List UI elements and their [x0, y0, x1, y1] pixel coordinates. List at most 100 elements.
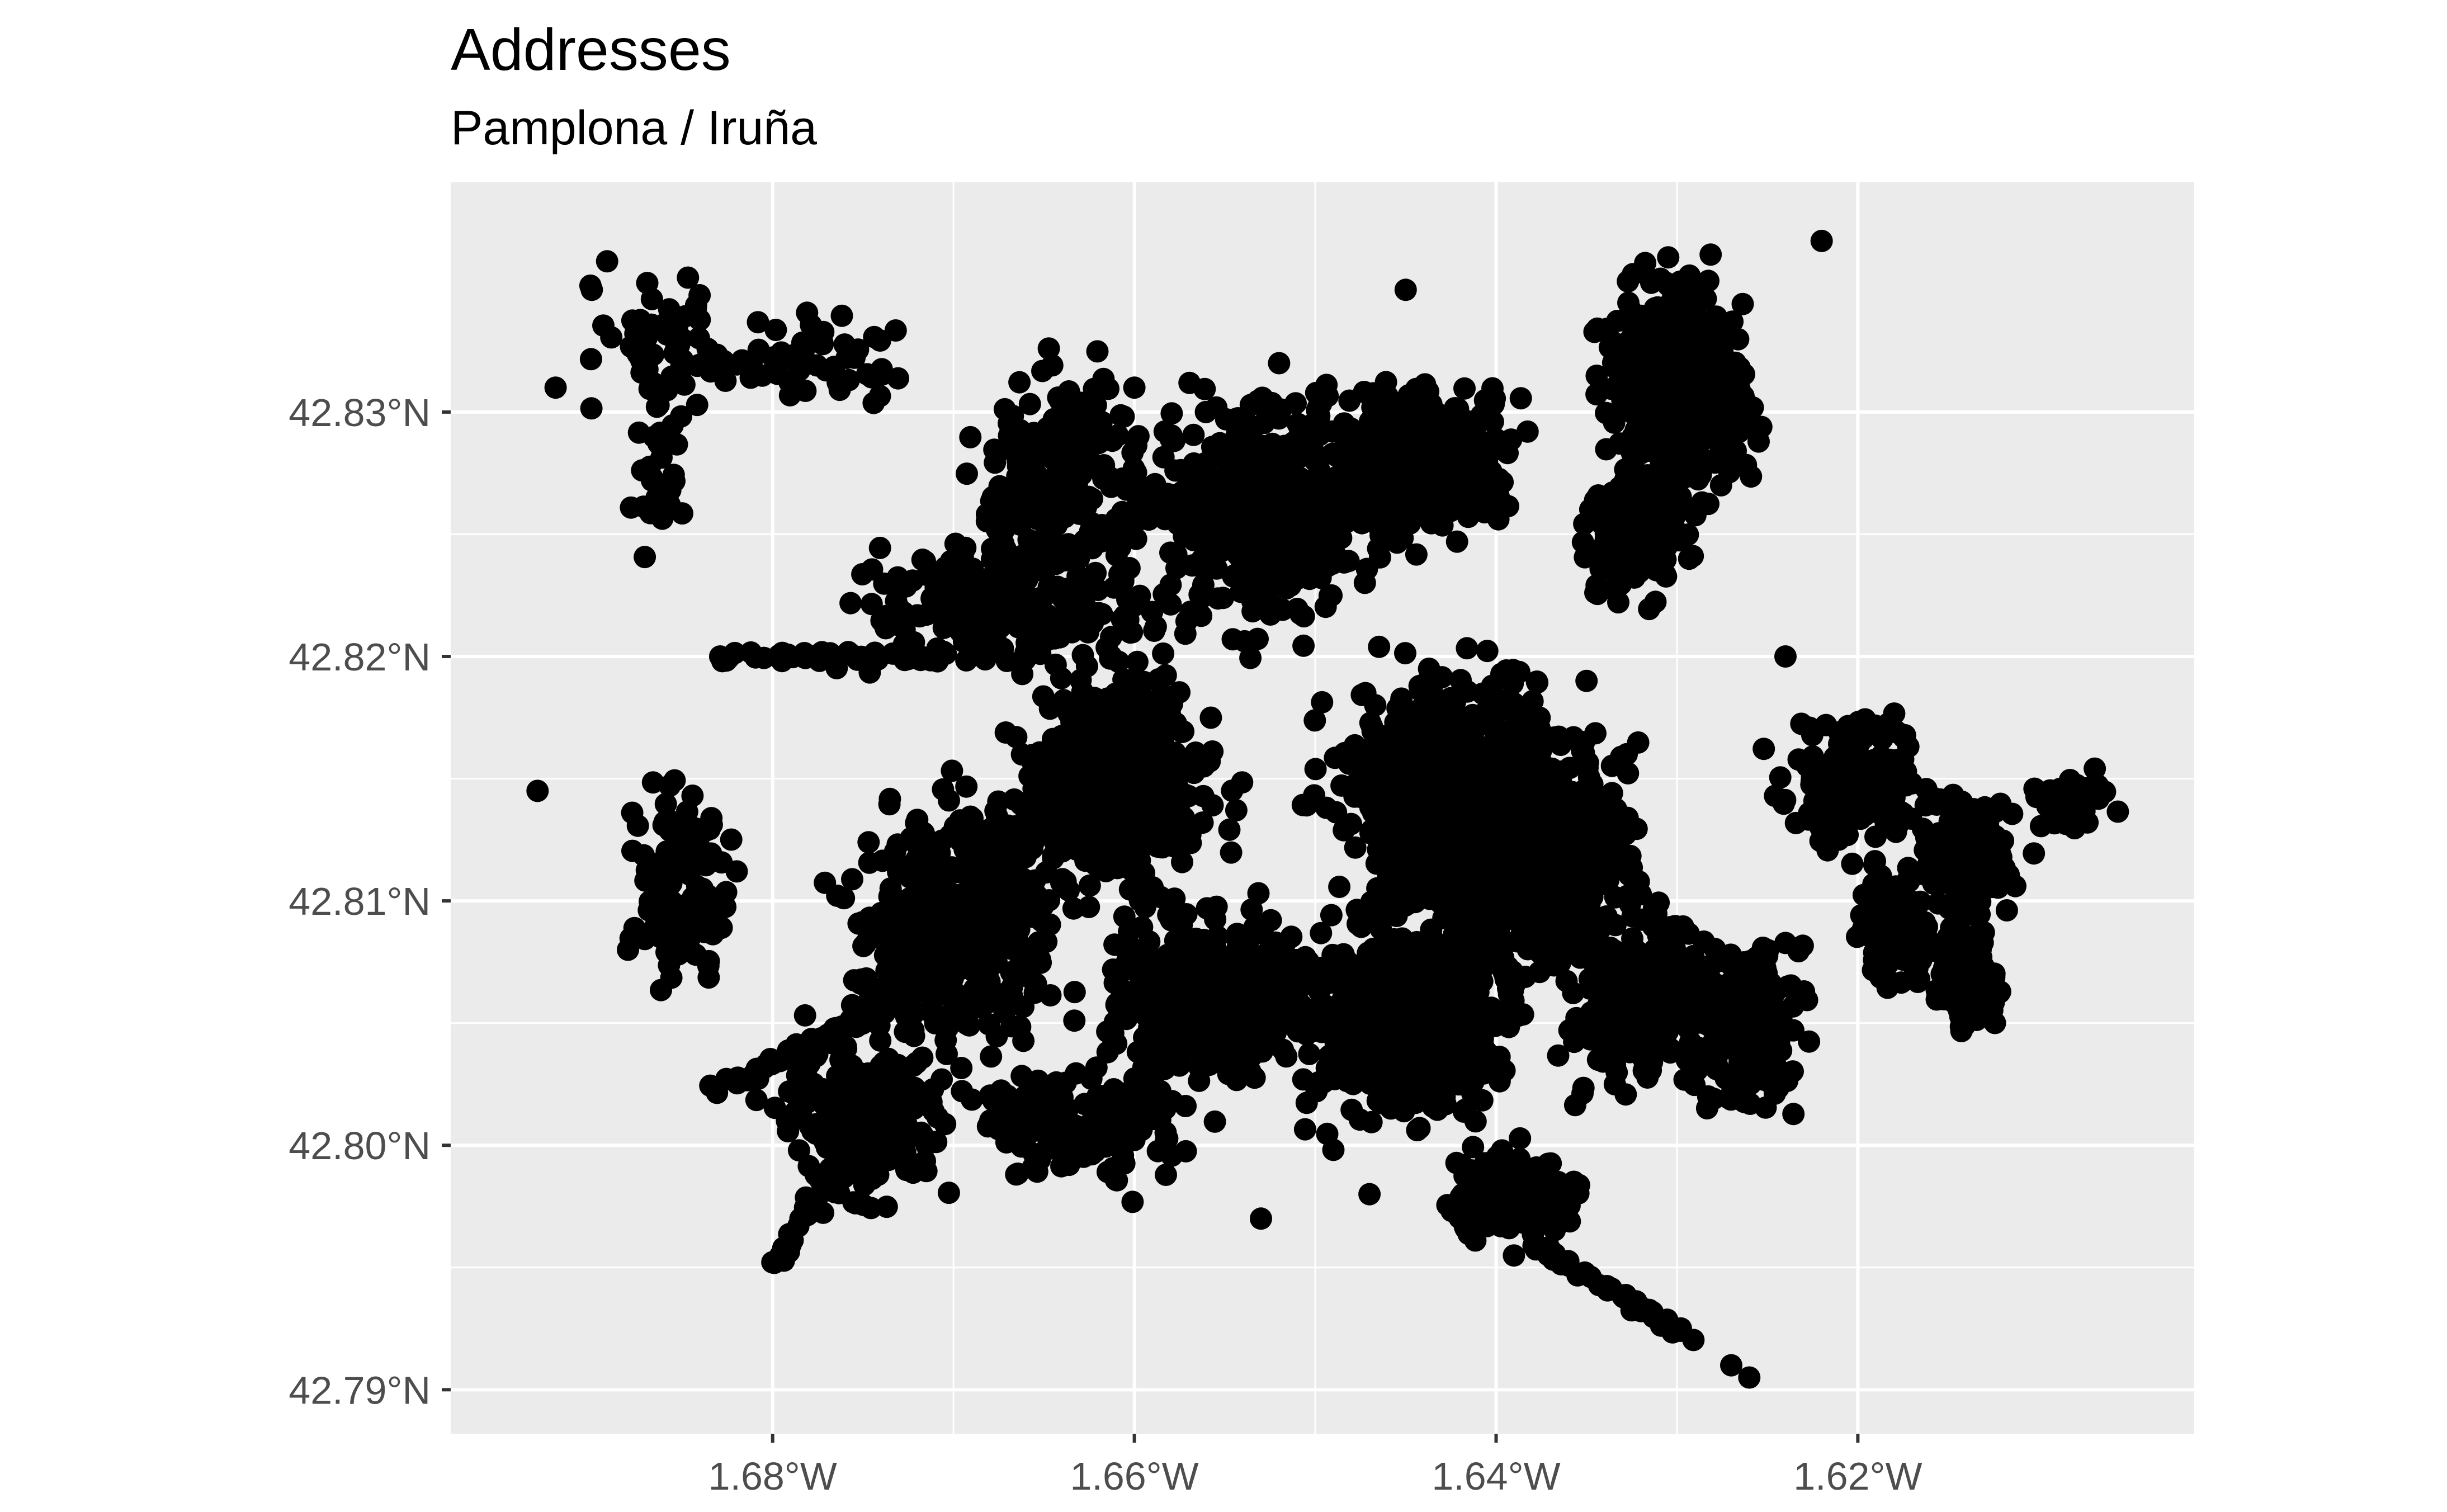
address-point — [1241, 600, 1264, 623]
address-point — [1132, 702, 1155, 724]
address-point — [1225, 799, 1248, 821]
address-point — [1107, 650, 1130, 673]
address-point — [1128, 584, 1151, 607]
address-point — [641, 466, 664, 489]
address-point — [1279, 574, 1302, 597]
address-point — [1121, 466, 1144, 489]
address-point — [794, 380, 817, 402]
address-point — [1304, 758, 1327, 781]
address-point — [665, 337, 688, 360]
address-point — [1078, 485, 1100, 508]
address-point — [1310, 393, 1333, 415]
address-point — [1092, 367, 1115, 390]
address-point — [1143, 620, 1166, 642]
address-point — [1648, 493, 1671, 516]
address-point — [1416, 819, 1439, 842]
address-point — [962, 911, 985, 934]
address-point — [1519, 815, 1542, 838]
address-point — [841, 868, 863, 891]
address-point — [1496, 442, 1519, 465]
address-point — [1118, 557, 1141, 579]
address-point — [884, 840, 906, 863]
address-point — [1060, 699, 1083, 722]
address-point — [1048, 507, 1071, 530]
address-point — [796, 301, 819, 324]
address-point — [1449, 669, 1472, 692]
address-point — [1433, 436, 1456, 459]
address-point — [1456, 637, 1478, 660]
address-point — [1100, 626, 1122, 649]
address-point — [1592, 513, 1615, 536]
address-point — [1434, 877, 1457, 900]
address-point — [1240, 898, 1263, 921]
address-point — [1572, 748, 1595, 771]
address-point — [1084, 853, 1107, 876]
address-point — [1368, 493, 1391, 516]
address-point — [1012, 1029, 1035, 1052]
address-point — [1293, 1118, 1316, 1141]
address-point — [1173, 461, 1196, 484]
address-point — [906, 892, 929, 915]
address-point — [1709, 474, 1732, 497]
address-point — [1478, 439, 1501, 462]
address-point — [1230, 580, 1252, 603]
address-point — [1226, 407, 1249, 429]
address-point — [1681, 545, 1704, 568]
address-point — [1031, 360, 1054, 382]
address-point — [1613, 552, 1636, 575]
address-point — [1011, 663, 1034, 686]
address-point — [1310, 546, 1333, 569]
address-point — [643, 426, 665, 448]
address-point — [1193, 958, 1216, 981]
address-point — [770, 341, 793, 364]
address-point — [1386, 447, 1408, 469]
address-point — [960, 832, 983, 855]
address-point — [1359, 822, 1382, 845]
address-point — [984, 451, 1007, 474]
address-point — [1258, 560, 1281, 583]
address-point — [1394, 642, 1416, 665]
address-point — [1353, 965, 1376, 988]
address-point — [1238, 434, 1261, 457]
address-point — [645, 395, 668, 418]
address-point — [1639, 436, 1662, 459]
address-point — [1367, 388, 1390, 411]
address-point — [1282, 463, 1305, 486]
address-point — [1537, 901, 1560, 924]
address-point — [856, 363, 878, 386]
address-point — [1153, 953, 1175, 976]
address-point — [1152, 642, 1175, 665]
address-point — [1022, 618, 1045, 641]
address-point — [1399, 772, 1422, 795]
address-point — [1171, 850, 1193, 873]
address-point — [1533, 868, 1556, 891]
address-point — [1063, 1009, 1086, 1032]
address-point — [1300, 566, 1322, 588]
address-point — [941, 759, 963, 782]
address-point — [1709, 348, 1732, 371]
address-point — [1141, 815, 1164, 838]
address-point — [1509, 387, 1532, 410]
address-point — [1411, 386, 1434, 409]
address-point — [1133, 896, 1156, 919]
address-point — [1443, 691, 1466, 714]
address-point — [917, 868, 939, 891]
address-point — [1556, 821, 1579, 844]
address-point — [1221, 779, 1244, 802]
address-point — [1405, 543, 1428, 566]
address-point — [1617, 270, 1640, 293]
address-point — [1005, 726, 1028, 749]
address-point — [1662, 466, 1685, 489]
address-point — [764, 319, 787, 341]
address-point — [851, 911, 873, 934]
address-point — [1607, 591, 1629, 614]
address-point — [1069, 583, 1092, 606]
address-point — [984, 826, 1007, 849]
address-point — [1099, 467, 1122, 490]
address-point — [1174, 622, 1197, 645]
address-point — [965, 932, 988, 955]
address-point — [1094, 704, 1117, 727]
address-point — [1328, 876, 1351, 898]
address-point — [941, 561, 964, 584]
address-point — [1359, 410, 1381, 433]
